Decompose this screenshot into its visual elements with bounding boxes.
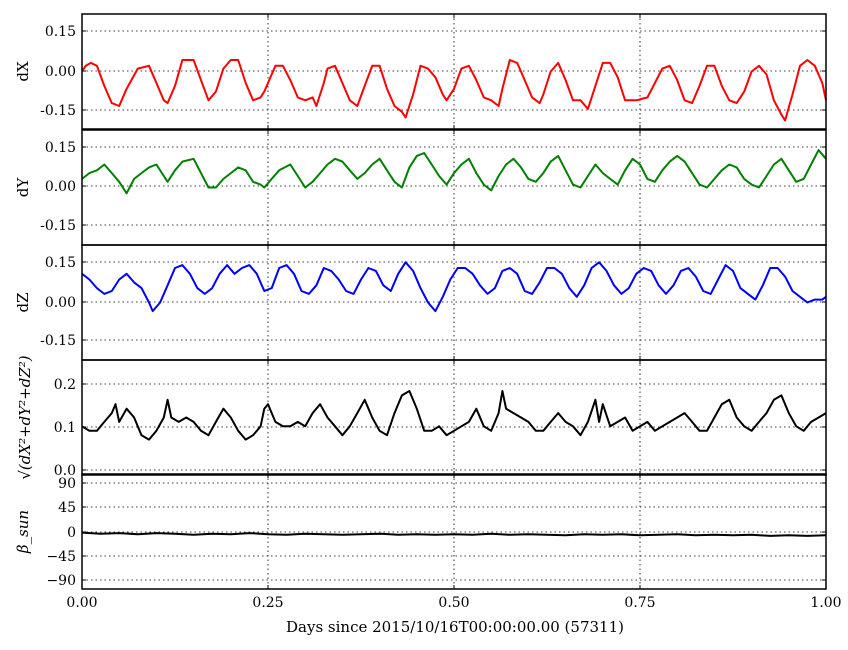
panel-frame [81, 244, 827, 361]
y-tick-label: 0.00 [45, 64, 76, 80]
panels: 0.150.00-0.15dX0.150.00-0.15dY0.150.00-0… [14, 13, 827, 590]
panel-frame [81, 13, 827, 130]
y-tick-label: -0.15 [40, 218, 76, 234]
y-axis-label: √(dX²+dY²+dZ²) [16, 355, 34, 479]
y-tick-label: −90 [46, 573, 76, 589]
y-tick-label: 0 [67, 525, 76, 541]
series-line-5 [81, 531, 827, 537]
panel-5: 90 45 0 −45 −90 β_sun [14, 473, 827, 590]
y-axis-label: dY [14, 177, 32, 198]
y-tick-label: 0.2 [54, 377, 76, 393]
y-tick-label: 45 [58, 500, 76, 516]
series-line-4 [81, 390, 827, 441]
x-tick-label: 0.50 [438, 595, 469, 611]
series-line-3 [81, 261, 827, 313]
y-tick-label: 0.15 [45, 255, 76, 271]
y-tick-label: 0.15 [45, 24, 76, 40]
panel-frame [81, 473, 827, 590]
series-line-2 [81, 149, 827, 195]
y-axis-label: dZ [14, 292, 32, 312]
y-axis-label: β_sun [14, 510, 32, 554]
y-tick-label: 0.15 [45, 140, 76, 156]
y-tick-label: 0.1 [54, 420, 76, 436]
x-axis-label: Days since 2015/10/16T00:00:00.00 (57311… [286, 618, 624, 636]
y-tick-label: 0.0 [54, 463, 76, 479]
x-tick-label: 0.25 [252, 595, 283, 611]
panel-frame [81, 129, 827, 246]
series-line-1 [81, 59, 827, 122]
y-tick-label: 0.00 [45, 179, 76, 195]
x-tick-label: 1.00 [810, 595, 841, 611]
y-tick-label: -0.15 [40, 103, 76, 119]
y-axis-label: dX [14, 61, 32, 82]
panel-3: 0.15 0.00 -0.15 dZ [14, 244, 827, 361]
panel-2: 0.15 0.00 -0.15 dY [14, 129, 827, 246]
y-tick-label: −45 [46, 549, 76, 565]
y-tick-label: 0.00 [45, 295, 76, 311]
x-tick-label: 0.00 [66, 595, 97, 611]
x-axis: 0.00 0.25 0.50 0.75 1.00 [66, 595, 841, 611]
x-tick-label: 0.75 [624, 595, 655, 611]
panel-1: 0.15 0.00 -0.15 dX [14, 13, 827, 130]
y-tick-label: 90 [58, 476, 76, 492]
panel-4: 0.2 0.1 0.0 √(dX²+dY²+dZ²) [16, 355, 827, 480]
y-tick-label: -0.15 [40, 333, 76, 349]
